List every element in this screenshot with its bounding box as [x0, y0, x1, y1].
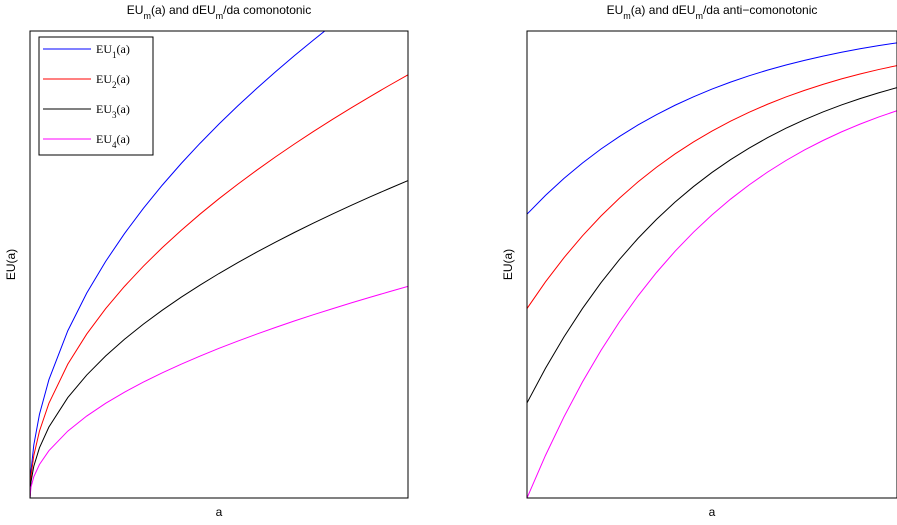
- chart-panel-1: EUm(a) and dEUm/da comonotonic a EU(a) EU1(…: [4, 3, 409, 519]
- y-axis-label: EU(a): [501, 249, 515, 280]
- y-axis-label: EU(a): [4, 249, 18, 280]
- legend-label-2: EU2(a): [96, 72, 130, 90]
- chart-panel-2: EUm(a) and dEUm/da anti−comonotonic a EU(a…: [501, 3, 897, 519]
- series-line-3: [30, 180, 408, 498]
- chart-title: EUm(a) and dEUm/da comonotonic: [127, 3, 311, 21]
- legend: EU1(a) EU2(a) EU3(a) EU4(a): [38, 36, 154, 156]
- series-line-3: [527, 87, 897, 404]
- x-axis-label: a: [709, 505, 716, 519]
- axes-box: [29, 30, 409, 499]
- series-line-2: [527, 65, 897, 309]
- series-line-2: [30, 74, 408, 498]
- legend-label-3: EU3(a): [96, 102, 130, 120]
- series-line-4: [527, 110, 897, 498]
- chart-title: EUm(a) and dEUm/da anti−comonotonic: [607, 3, 818, 21]
- legend-label-1: EU1(a): [96, 42, 130, 60]
- series-line-1: [527, 42, 897, 215]
- legend-label-4: EU4(a): [96, 132, 130, 150]
- axes-box: [526, 30, 897, 499]
- series-line-4: [30, 285, 408, 498]
- series-line-1: [30, 31, 326, 498]
- x-axis-label: a: [216, 505, 223, 519]
